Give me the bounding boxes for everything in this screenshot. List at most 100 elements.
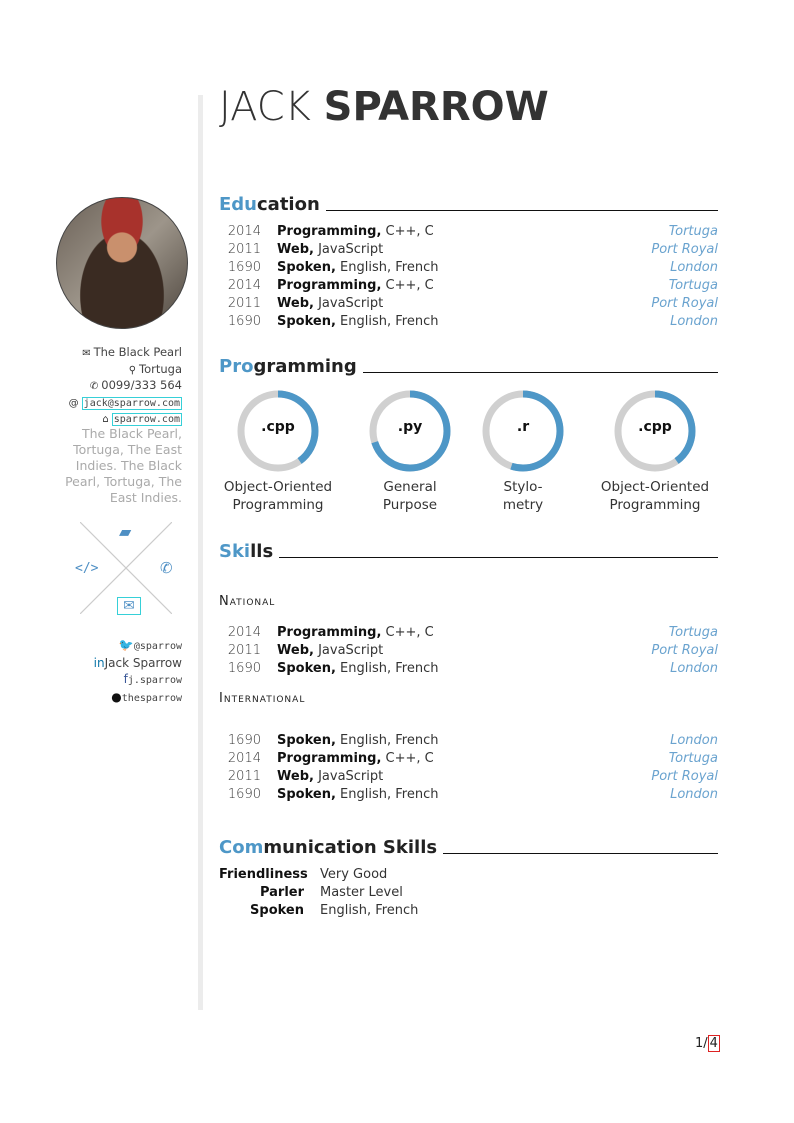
ring-label: Stylo-metry — [458, 478, 588, 514]
page-number: 1/4 — [695, 1035, 720, 1052]
social-text[interactable]: j.sparrow — [127, 675, 182, 686]
item-year: 2014 — [227, 750, 261, 766]
address: The Black Pearl, Tortuga, The East Indie… — [65, 426, 182, 505]
contact-item: ✉ The Black Pearl — [69, 345, 182, 362]
item-year: 1690 — [227, 786, 261, 802]
ring-label-line1: Object-Oriented — [223, 479, 333, 495]
list-item: 2011 Web, JavaScript Port Royal — [219, 767, 718, 785]
item-title: Spoken, — [277, 259, 336, 275]
social-item[interactable]: fj.sparrow — [94, 671, 182, 689]
item-location: Tortuga — [668, 624, 718, 640]
ring-fill — [614, 390, 696, 472]
ring-label: General Purpose — [345, 478, 475, 514]
book-icon: ▰ — [119, 522, 132, 541]
phone-icon: ✆ — [89, 381, 99, 392]
item-description: Programming, C++, C — [277, 625, 669, 640]
social-item[interactable]: ●thesparrow — [94, 689, 182, 707]
ring-label: Object-Oriented Programming — [590, 478, 720, 514]
skill-ring — [614, 390, 696, 472]
skill-level: English, French — [320, 902, 419, 918]
item-description: Spoken, English, French — [277, 661, 670, 676]
item-detail: JavaScript — [313, 642, 384, 658]
item-detail: English, French — [335, 786, 439, 802]
skill-name: Parler — [259, 884, 304, 900]
item-description: Web, JavaScript — [277, 769, 651, 784]
item-description: Programming, C++, C — [277, 278, 669, 293]
ring-label-line2: Programming — [232, 497, 324, 513]
social-text[interactable]: thesparrow — [121, 693, 182, 704]
envelope-icon: ✉ — [82, 348, 91, 359]
ring-label: Object-Oriented Programming — [213, 478, 343, 514]
section-education: Education — [219, 192, 718, 216]
github-icon: ● — [111, 690, 122, 704]
skill-name: Spoken — [250, 902, 304, 918]
item-description: Programming, C++, C — [277, 224, 669, 239]
skill-level: Very Good — [320, 866, 388, 882]
item-title: Programming, — [277, 277, 382, 293]
item-description: Spoken, English, French — [277, 787, 670, 802]
list-item: 2011 Web, JavaScript Port Royal — [219, 641, 718, 659]
item-year: 2014 — [227, 223, 261, 239]
contact-item: ⚲ Tortuga — [69, 362, 182, 379]
item-year: 2011 — [227, 768, 261, 784]
social-item: inJack Sparrow — [94, 655, 182, 671]
list-item: Friendliness Very Good — [219, 865, 418, 883]
item-description: Spoken, English, French — [277, 733, 670, 748]
section-title: Programming — [219, 356, 357, 377]
national-skills-list: 2014 Programming, C++, C Tortuga 2011 Web, J… — [219, 623, 718, 677]
item-description: Programming, C++, C — [277, 751, 669, 766]
contact-text[interactable]: jack@sparrow.com — [81, 396, 182, 410]
item-title: Spoken, — [277, 732, 336, 748]
sidebar-divider — [198, 95, 203, 1010]
ring-label-line1: Stylo- — [503, 479, 543, 495]
map-marker-icon: ⚲ — [128, 364, 137, 376]
section-title: Skills — [219, 541, 274, 562]
item-detail: JavaScript — [313, 768, 384, 784]
linkedin-icon: in — [93, 656, 105, 670]
social-item[interactable]: 🐦@sparrow — [94, 637, 182, 655]
item-detail: JavaScript — [313, 295, 384, 311]
facebook-icon: f — [123, 672, 128, 686]
section-title: Communication Skills — [219, 837, 438, 858]
item-detail: C++, C — [381, 223, 434, 239]
item-detail: English, French — [335, 732, 439, 748]
item-location: London — [670, 786, 718, 802]
social-text[interactable]: @sparrow — [133, 641, 182, 652]
skill-ring — [482, 390, 564, 472]
contact-item[interactable]: @ jack@sparrow.com — [69, 395, 182, 412]
list-item: 2011 Web, JavaScript Port Royal — [219, 240, 718, 258]
skill-ring — [369, 390, 451, 472]
item-detail: JavaScript — [313, 241, 384, 257]
item-year: 2011 — [227, 295, 261, 311]
social-text: Jack Sparrow — [104, 656, 182, 670]
item-location: London — [670, 732, 718, 748]
item-description: Web, JavaScript — [277, 296, 651, 311]
item-description: Web, JavaScript — [277, 242, 651, 257]
item-year: 1690 — [227, 732, 261, 748]
contact-text: Tortuga — [139, 361, 182, 376]
icon-cross-graphic — [80, 522, 172, 614]
list-item: Parler Master Level — [219, 883, 418, 901]
item-title: Web, — [277, 241, 314, 257]
at-icon: @ — [68, 397, 79, 409]
item-location: Port Royal — [651, 642, 718, 658]
last-name: SPARROW — [323, 84, 549, 130]
ring-label-line2: Purpose — [382, 497, 438, 513]
ring-label-line2: Programming — [609, 497, 701, 513]
envelope-icon[interactable]: ✉ — [117, 597, 141, 615]
ring-extension: .py — [397, 419, 423, 435]
code-icon: </> — [75, 561, 99, 576]
page-total-link[interactable]: 4 — [707, 1035, 720, 1052]
item-detail: English, French — [335, 313, 439, 329]
ring-extension: .r — [516, 419, 530, 435]
contact-text[interactable]: sparrow.com — [111, 413, 182, 426]
item-description: Web, JavaScript — [277, 643, 651, 658]
item-title: Programming, — [277, 624, 382, 640]
contact-item[interactable]: ⌂ sparrow.com — [69, 411, 182, 428]
list-item: 2014 Programming, C++, C Tortuga — [219, 276, 718, 294]
item-year: 1690 — [227, 660, 261, 676]
list-item: 2011 Web, JavaScript Port Royal — [219, 294, 718, 312]
list-item: 1690 Spoken, English, French London — [219, 312, 718, 330]
item-location: London — [670, 259, 718, 275]
list-item: 1690 Spoken, English, French London — [219, 785, 718, 803]
